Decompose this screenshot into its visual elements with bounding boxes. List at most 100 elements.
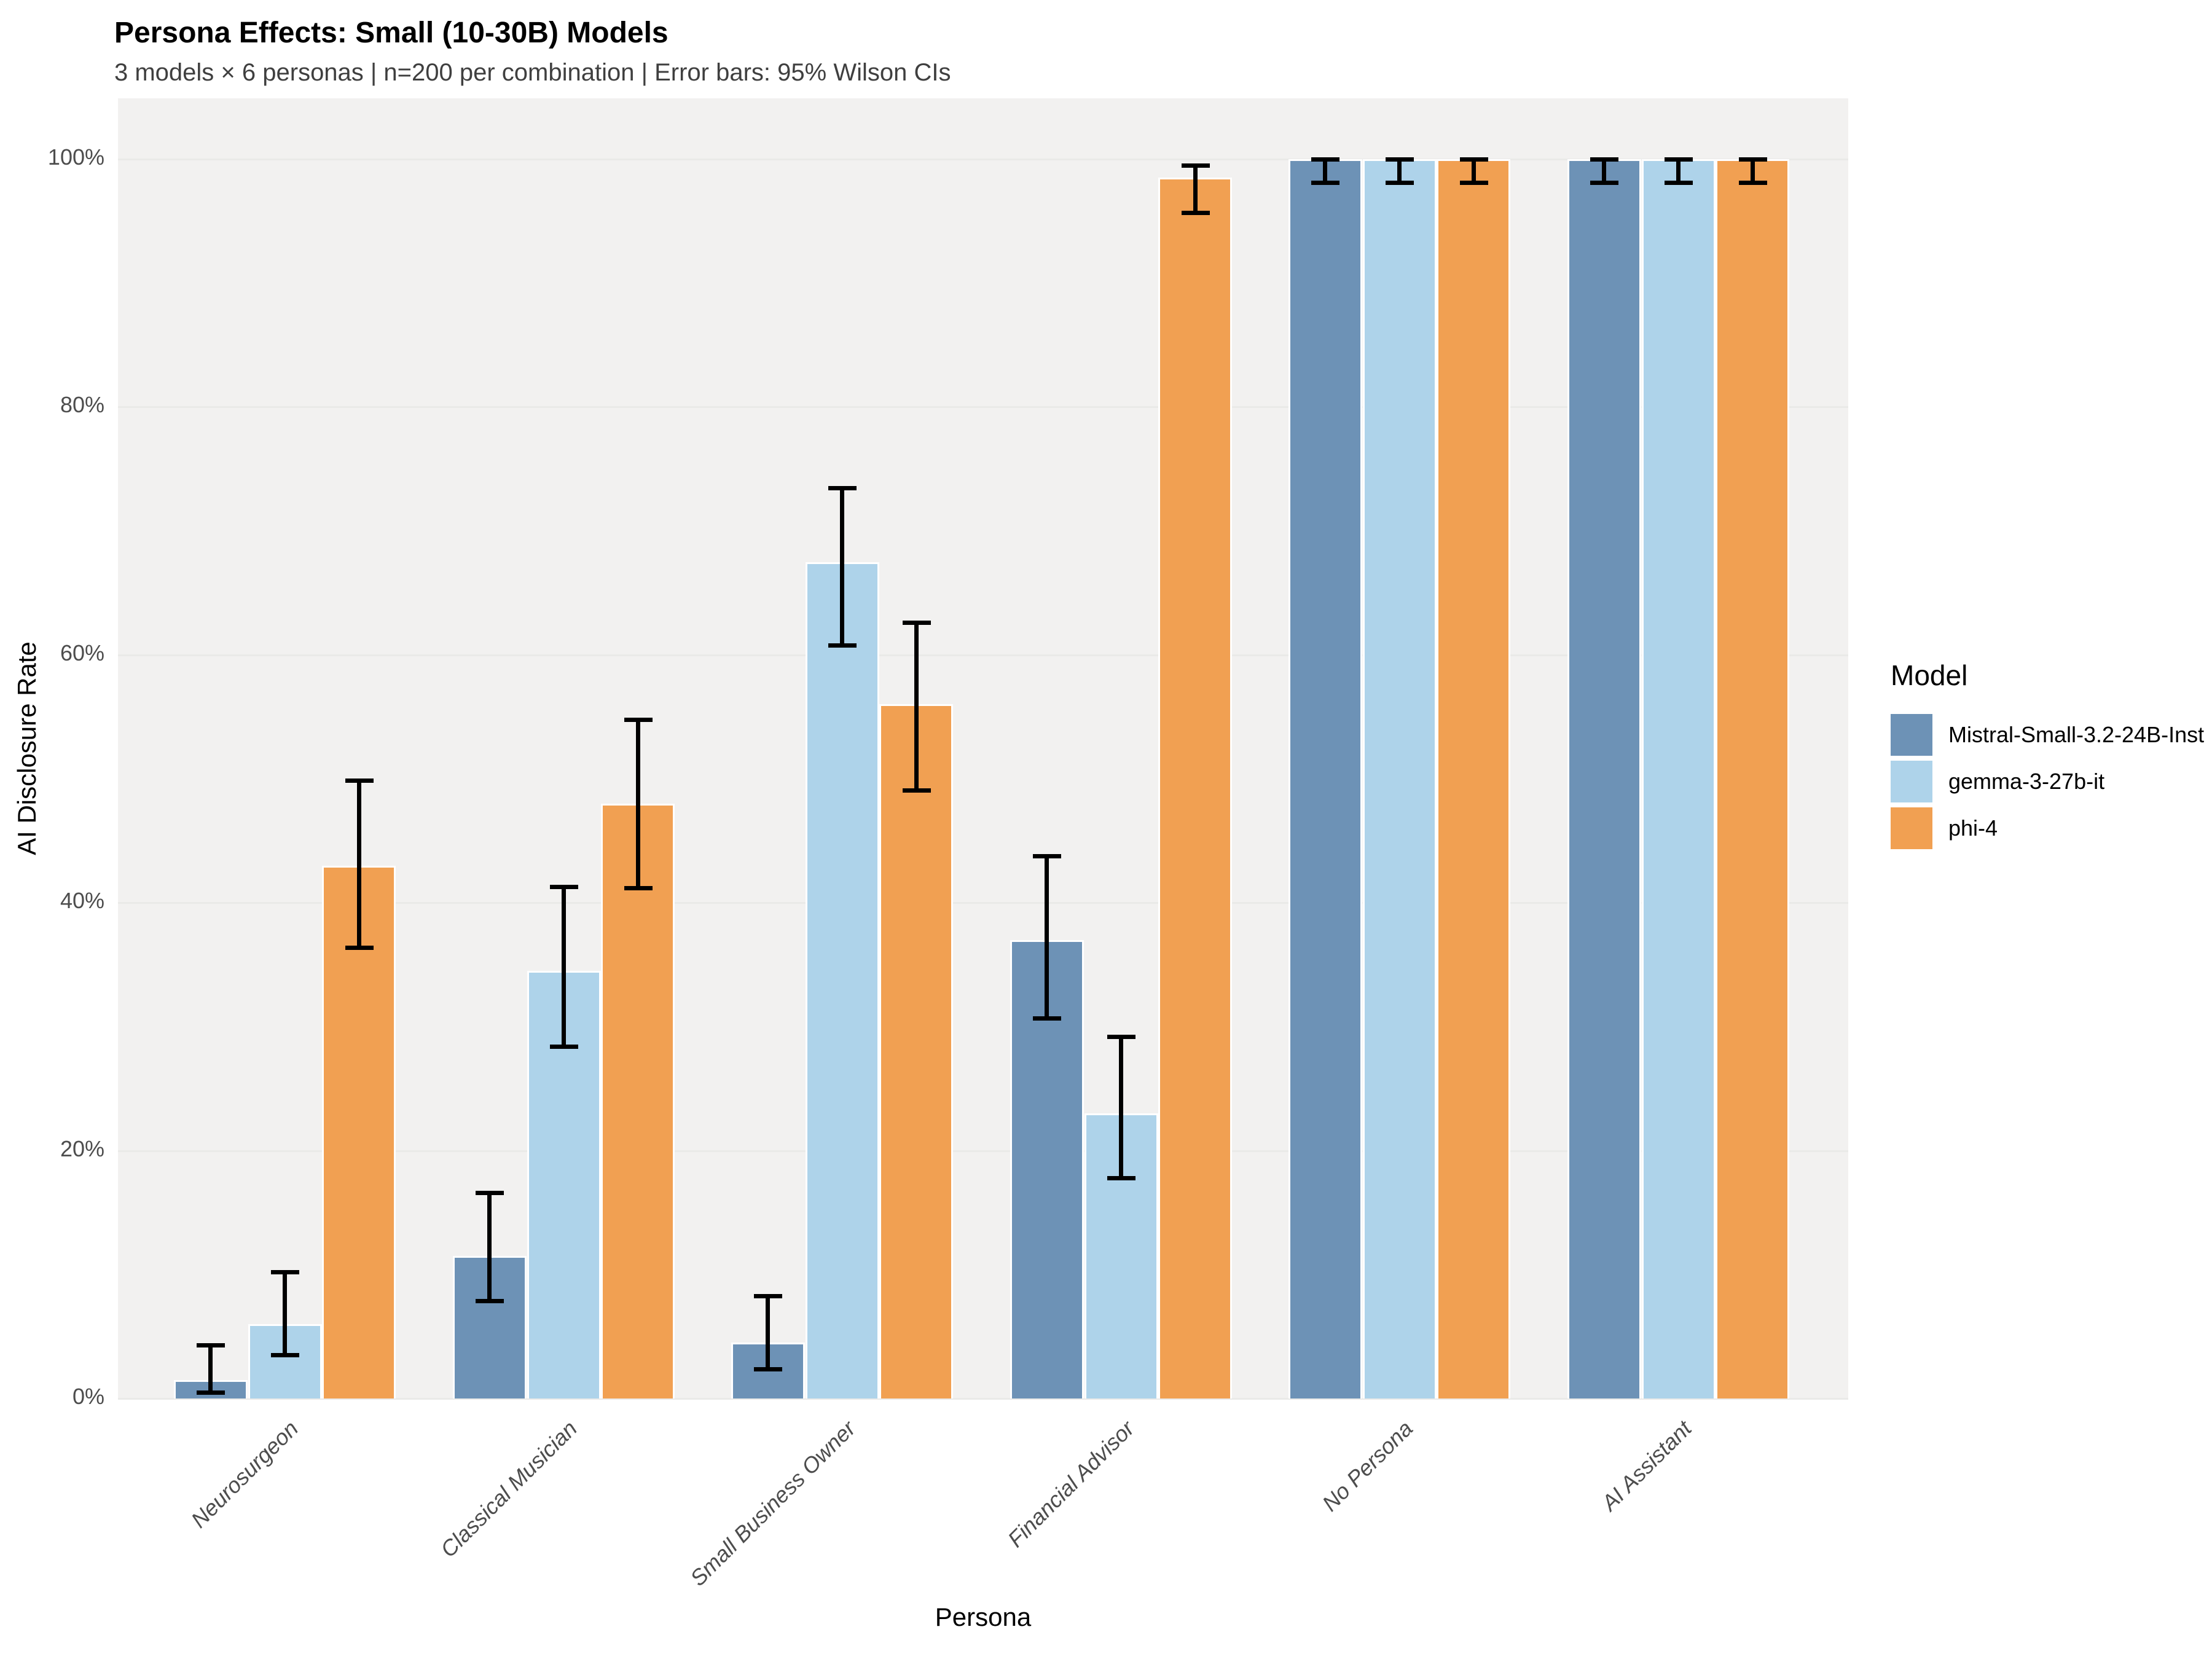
error-bar-cap <box>1032 853 1061 858</box>
error-bar-cap <box>828 643 857 648</box>
error-bar-cap <box>271 1353 299 1358</box>
gridline-100 <box>118 159 1848 160</box>
error-bar-cap <box>624 885 653 890</box>
error-bar-cap <box>475 1191 504 1196</box>
error-bar-cap <box>624 717 653 722</box>
chart-subtitle: 3 models × 6 personas | n=200 per combin… <box>114 59 951 86</box>
gridline-0 <box>118 1398 1848 1400</box>
gridline-60 <box>118 654 1848 656</box>
bar-Mistral-Small-3.2-24B-Inst-No Persona <box>1288 159 1363 1398</box>
legend-swatch <box>1891 807 1932 849</box>
x-axis-title: Persona <box>935 1602 1032 1631</box>
error-bar <box>1193 165 1198 213</box>
error-bar-cap <box>828 485 857 490</box>
error-bar <box>1676 159 1681 183</box>
bar-Mistral-Small-3.2-24B-Inst-AI Assistant <box>1567 159 1641 1398</box>
error-bar-cap <box>197 1390 225 1395</box>
legend-label: Mistral-Small-3.2-24B-Inst <box>1948 722 2205 747</box>
error-bar-cap <box>1311 181 1340 186</box>
bar-gemma-3-27b-it-No Persona <box>1363 159 1437 1398</box>
gridline-20 <box>118 1150 1848 1152</box>
legend-item: gemma-3-27b-it <box>1891 761 2204 802</box>
x-category-label: Small Business Owner <box>685 1416 861 1591</box>
error-bar <box>914 622 919 790</box>
error-bar-cap <box>1107 1175 1135 1180</box>
legend: Model Mistral-Small-3.2-24B-Inst gemma-3-… <box>1891 659 2204 854</box>
error-bar <box>283 1272 287 1355</box>
error-bar-cap <box>754 1367 783 1371</box>
error-bar <box>840 487 845 645</box>
error-bar-cap <box>1181 163 1210 168</box>
bar-gemma-3-27b-it-Classical Musician <box>527 971 601 1398</box>
error-bar <box>635 719 640 888</box>
legend-swatch <box>1891 761 1932 802</box>
error-bar-cap <box>1460 181 1489 186</box>
error-bar <box>208 1345 213 1392</box>
bar-phi-4-Financial Advisor <box>1158 178 1232 1398</box>
error-bar-cap <box>1032 1016 1061 1021</box>
y-tick-label: 0% <box>72 1384 104 1409</box>
y-tick-label: 80% <box>60 392 104 418</box>
x-category-label: Classical Musician <box>435 1416 582 1563</box>
error-bar-cap <box>475 1298 504 1303</box>
error-bar-cap <box>903 788 931 793</box>
error-bar-cap <box>1181 210 1210 215</box>
legend-item: phi-4 <box>1891 807 2204 849</box>
y-tick-label: 100% <box>47 144 104 170</box>
error-bar-cap <box>1665 157 1693 162</box>
legend-label: gemma-3-27b-it <box>1948 769 2105 794</box>
legend-label: phi-4 <box>1948 815 1998 841</box>
y-tick-label: 20% <box>60 1135 104 1161</box>
error-bar <box>487 1193 492 1301</box>
error-bar-cap <box>1311 157 1340 162</box>
error-bar <box>1323 159 1328 183</box>
gridline-80 <box>118 406 1848 409</box>
bar-gemma-3-27b-it-Small Business Owner <box>806 562 880 1398</box>
legend-swatch <box>1891 714 1932 756</box>
error-bar-cap <box>1386 181 1414 186</box>
bar-phi-4-Small Business Owner <box>879 704 954 1398</box>
error-bar <box>766 1295 771 1369</box>
error-bar-cap <box>1739 157 1767 162</box>
y-tick-label: 40% <box>60 888 104 914</box>
error-bar-cap <box>549 884 578 889</box>
error-bar-cap <box>345 778 374 783</box>
chart-title: Persona Effects: Small (10-30B) Models <box>114 17 669 49</box>
error-bar <box>1472 159 1477 183</box>
bar-phi-4-AI Assistant <box>1716 159 1789 1398</box>
legend-title: Model <box>1891 659 1968 691</box>
gridline-40 <box>118 902 1848 904</box>
error-bar <box>1602 159 1606 183</box>
plot-panel <box>118 98 1848 1400</box>
bar-gemma-3-27b-it-AI Assistant <box>1642 159 1716 1398</box>
bar-phi-4-Neurosurgeon <box>322 865 396 1398</box>
y-tick-label: 60% <box>60 640 104 665</box>
x-category-label: Neurosurgeon <box>186 1416 303 1533</box>
error-bar-cap <box>345 945 374 950</box>
error-bar <box>1044 855 1049 1018</box>
error-bar-cap <box>903 621 931 626</box>
error-bar-cap <box>1665 181 1693 186</box>
error-bar-cap <box>1590 157 1618 162</box>
error-bar-cap <box>1590 181 1618 186</box>
error-bar-cap <box>1386 157 1414 162</box>
error-bar-cap <box>271 1270 299 1275</box>
legend-items: Mistral-Small-3.2-24B-Inst gemma-3-27b-it… <box>1891 714 2204 849</box>
error-bar-cap <box>549 1045 578 1049</box>
legend-item: Mistral-Small-3.2-24B-Inst <box>1891 714 2204 756</box>
error-bar <box>1397 159 1402 183</box>
error-bar <box>561 886 566 1047</box>
y-axis-title: AI Disclosure Rate <box>12 641 41 855</box>
x-category-label: Financial Advisor <box>1002 1416 1139 1552</box>
bar-phi-4-Classical Musician <box>600 803 675 1398</box>
error-bar-cap <box>1460 157 1489 162</box>
error-bar-cap <box>754 1293 783 1298</box>
error-bar <box>1118 1037 1123 1178</box>
error-bar <box>357 780 361 947</box>
error-bar <box>1751 159 1755 183</box>
x-category-label: No Persona <box>1317 1416 1418 1516</box>
error-bar-cap <box>1739 181 1767 186</box>
x-category-label: AI Assistant <box>1596 1416 1696 1516</box>
error-bar-cap <box>197 1343 225 1348</box>
